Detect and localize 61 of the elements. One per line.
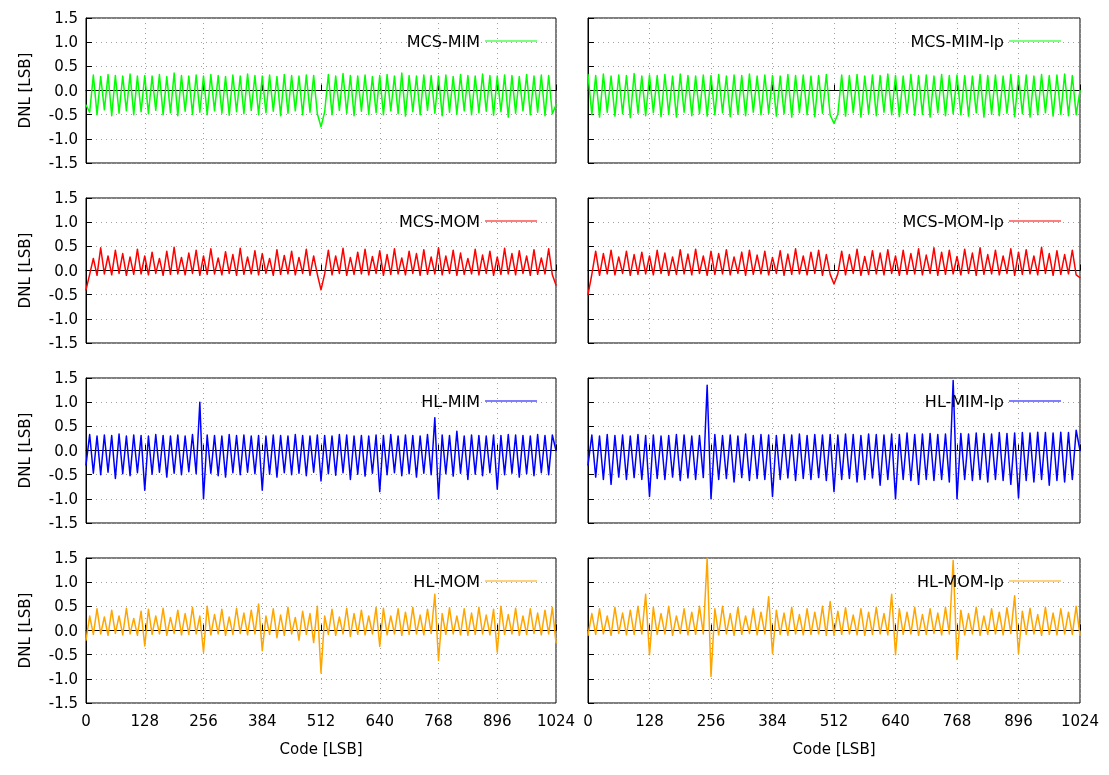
x-tick-label: 512	[819, 711, 849, 730]
y-tick-label: -0.5	[48, 465, 78, 484]
y-tick-label: -1.5	[48, 694, 78, 712]
x-tick-label: 768	[942, 711, 972, 730]
y-tick-label: 0.0	[54, 261, 78, 280]
y-tick-label: 0.0	[54, 81, 78, 100]
y-axis-title: DNL [LSB]	[15, 52, 34, 129]
y-axis-title: DNL [LSB]	[15, 232, 34, 309]
y-tick-label: 1.0	[54, 393, 78, 412]
y-tick-label: 1.0	[54, 573, 78, 592]
y-tick-label: -1.0	[48, 129, 78, 148]
legend-label: HL-MOM	[413, 571, 480, 591]
y-tick-label: 1.0	[54, 213, 78, 232]
y-tick-label: 0.0	[54, 441, 78, 460]
y-tick-label: -0.5	[48, 645, 78, 664]
y-tick-label: -1.0	[48, 669, 78, 688]
y-tick-label: 1.5	[54, 549, 78, 567]
legend-label: MCS-MOM	[398, 211, 480, 231]
x-tick-label: 256	[696, 711, 726, 730]
x-tick-label: 256	[189, 711, 218, 730]
y-tick-label: 0.0	[54, 621, 78, 640]
x-tick-label: 384	[758, 711, 787, 730]
x-tick-label: 0	[81, 711, 91, 730]
y-tick-label: -1.0	[48, 489, 78, 508]
y-tick-label: 0.5	[54, 57, 78, 76]
y-tick-label: 0.5	[54, 417, 78, 436]
line-series	[85, 72, 557, 128]
x-axis-title: Code [LSB]	[792, 739, 876, 758]
legend-label: MCS-MIM	[406, 31, 480, 51]
y-tick-label: 1.0	[54, 33, 78, 52]
legend-label: MCS-MIM-lp	[910, 31, 1004, 51]
x-tick-label: 512	[306, 711, 336, 730]
x-tick-label: 640	[365, 711, 395, 730]
y-tick-label: -1.5	[48, 334, 78, 352]
y-tick-label: 1.5	[54, 189, 78, 207]
x-tick-label: 768	[424, 711, 453, 730]
x-axis-title: Code [LSB]	[279, 739, 363, 758]
y-tick-label: -0.5	[48, 105, 78, 124]
y-axis-title: DNL [LSB]	[15, 592, 34, 669]
x-tick-label: 1024	[1060, 711, 1100, 730]
x-tick-label: 896	[482, 711, 512, 730]
y-tick-label: -1.5	[48, 514, 78, 532]
x-tick-label: 128	[635, 711, 664, 730]
x-tick-label: 896	[1004, 711, 1033, 730]
line-series	[85, 593, 557, 674]
x-tick-label: 1024	[536, 711, 576, 730]
y-tick-label: -0.5	[48, 285, 78, 304]
x-tick-label: 0	[583, 711, 593, 730]
legend-label: HL-MIM	[421, 391, 480, 411]
y-tick-label: 0.5	[54, 237, 78, 256]
x-tick-label: 384	[247, 711, 277, 730]
y-tick-label: -1.0	[48, 309, 78, 328]
y-tick-label: 1.5	[54, 9, 78, 27]
y-axis-title: DNL [LSB]	[15, 412, 34, 489]
y-tick-label: -1.5	[48, 154, 78, 172]
line-series	[85, 246, 557, 291]
y-tick-label: 1.5	[54, 369, 78, 387]
y-tick-label: 0.5	[54, 597, 78, 616]
x-tick-label: 640	[881, 711, 910, 730]
x-tick-label: 128	[130, 711, 160, 730]
legend-label: MCS-MOM-lp	[902, 211, 1004, 231]
